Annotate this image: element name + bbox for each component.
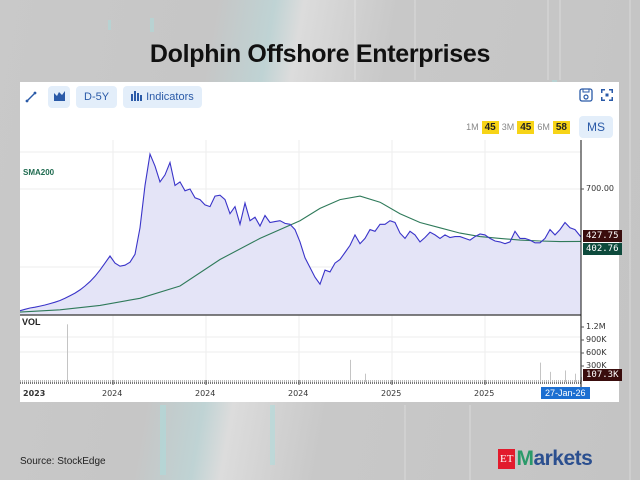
source-caption: Source: StockEdge xyxy=(20,456,106,467)
sma200-line xyxy=(20,195,582,313)
bar-chart-icon xyxy=(131,90,143,104)
price-line xyxy=(20,152,582,312)
x-axis-label: 2025 xyxy=(474,389,495,398)
page-title: Dolphin Offshore Enterprises xyxy=(149,40,491,68)
volume-axis-label: 300K xyxy=(586,361,607,370)
volume-bars xyxy=(20,324,582,382)
ratings-strip: 1M 45 3M 45 6M 58 MS xyxy=(466,116,613,138)
rating-badge-6m: 58 xyxy=(552,120,570,134)
rating-badge-1m: 45 xyxy=(481,120,499,134)
markets-m: M xyxy=(516,447,534,470)
et-logo-badge: ET xyxy=(498,449,516,469)
x-axis-label: 2024 xyxy=(288,389,309,398)
period-label: D-5Y xyxy=(84,91,110,103)
price-axis-label: 700.00 xyxy=(586,184,614,193)
crosshair-date-tag: 27-Jan-26 xyxy=(541,387,590,399)
last-price-tag: 427.75 xyxy=(583,230,622,242)
rating-period-3m: 3M xyxy=(501,122,515,132)
sma200-value-tag: 402.76 xyxy=(583,243,622,255)
volume-axis-label: 600K xyxy=(586,348,607,357)
price-chart[interactable] xyxy=(20,82,619,402)
chart-type-button[interactable] xyxy=(48,86,70,108)
volume-axis-label: 1.2M xyxy=(586,322,606,331)
et-markets-logo: ET Markets xyxy=(498,447,593,471)
x-axis-label: 2023 xyxy=(23,389,46,398)
markets-rest: arkets xyxy=(533,447,593,470)
x-axis-label: 2024 xyxy=(102,389,123,398)
indicators-label: Indicators xyxy=(146,91,194,103)
volume-axis-label: 900K xyxy=(586,335,607,344)
expand-icon[interactable] xyxy=(601,88,613,107)
indicators-button[interactable]: Indicators xyxy=(123,86,202,108)
chart-card: D-5Y Indicators 1M 45 3M 45 6M 58 MS xyxy=(20,82,622,402)
price-area xyxy=(20,154,581,315)
period-button[interactable]: D-5Y xyxy=(76,86,118,108)
rating-period-6m: 6M xyxy=(537,122,550,132)
volume-pane-label: VOL xyxy=(22,317,41,327)
markets-wordmark: Markets xyxy=(516,447,592,471)
x-axis-label: 2024 xyxy=(195,389,216,398)
pencil-line-icon[interactable] xyxy=(20,86,42,108)
area-chart-icon xyxy=(53,90,65,104)
save-icon[interactable] xyxy=(579,88,593,107)
x-axis-label: 2025 xyxy=(381,389,402,398)
top-right-icons xyxy=(579,88,613,107)
last-volume-tag: 107.3K xyxy=(583,369,622,381)
sma200-legend: SMA200 xyxy=(23,168,55,177)
chart-toolbar: D-5Y Indicators xyxy=(20,86,202,108)
rating-badge-3m: 45 xyxy=(517,120,535,134)
ms-button[interactable]: MS xyxy=(579,116,613,138)
rating-period-1m: 1M xyxy=(466,122,479,132)
